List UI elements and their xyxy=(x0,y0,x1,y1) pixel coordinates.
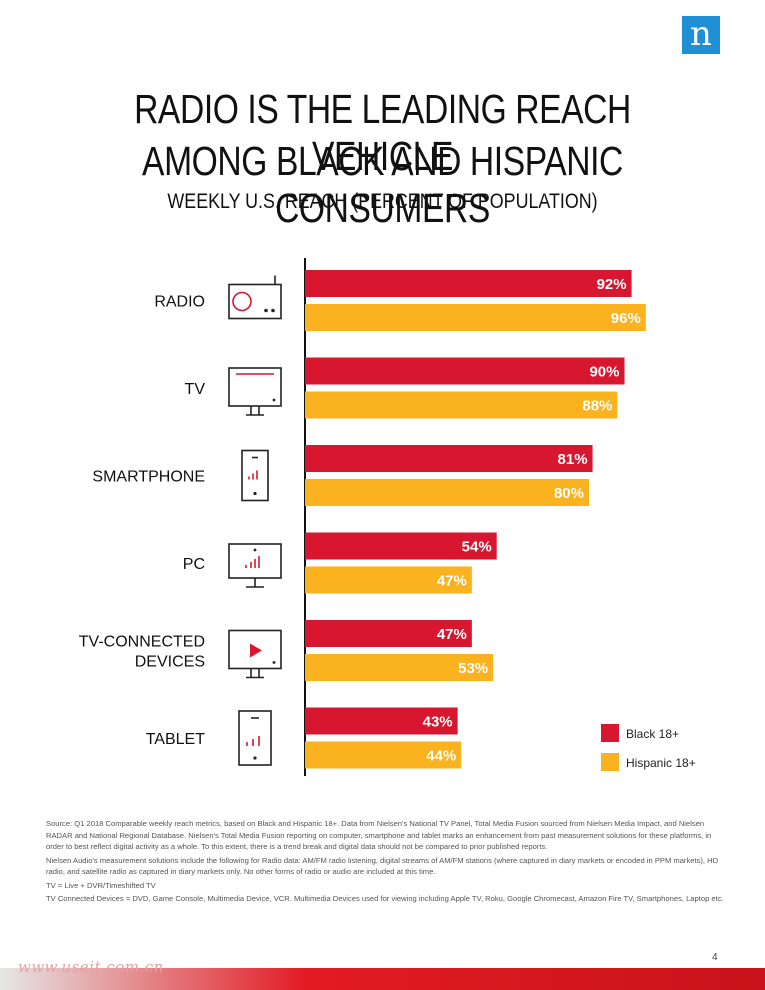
bar-radio-black xyxy=(305,270,632,297)
smartphone-icon xyxy=(241,449,269,502)
bar-smartphone-black xyxy=(305,445,593,472)
category-label-tv-connected-devices-2: DEVICES xyxy=(135,654,205,671)
bar-tv-black xyxy=(305,357,625,385)
category-label-tablet: TABLET xyxy=(146,731,206,748)
bar-tablet-hispanic xyxy=(305,741,462,769)
legend-label-hispanic: Hispanic 18+ xyxy=(626,756,696,770)
bar-tv-hispanic xyxy=(305,391,618,419)
bar-value-radio-hispanic: 96% xyxy=(611,310,641,327)
note-radio-measurement: Nielsen Audio's measurement solutions in… xyxy=(46,855,719,877)
note-source: Source: Q1 2018 Comparable weekly reach … xyxy=(46,819,712,851)
bar-smartphone-hispanic xyxy=(305,479,589,506)
bar-value-smartphone-hispanic: 80% xyxy=(554,485,584,502)
category-label-pc: PC xyxy=(183,556,205,573)
bar-value-tv-connected-devices-black: 47% xyxy=(437,626,467,643)
watermark: www.useit.com.cn xyxy=(18,958,164,976)
radio-icon xyxy=(228,275,282,320)
tv-icon xyxy=(228,367,282,416)
page-title-line-2: AMONG BLACK AND HISPANIC CONSUMERS xyxy=(142,138,623,231)
tablet-icon xyxy=(238,710,272,766)
bar-value-tv-hispanic: 88% xyxy=(582,398,612,415)
bar-value-tablet-hispanic: 44% xyxy=(426,748,456,765)
bar-value-pc-hispanic: 47% xyxy=(437,573,467,590)
bar-tv-connected-devices-hispanic xyxy=(305,654,494,681)
note-tv-definition: TV = Live + DVR/Timeshifted TV xyxy=(46,880,156,890)
bar-tablet-black xyxy=(305,707,458,735)
note-tv-connected-devices: TV Connected Devices = DVD, Game Console… xyxy=(46,894,724,903)
bar-pc-black xyxy=(305,532,497,560)
bar-pc-hispanic xyxy=(305,566,472,594)
bar-value-pc-black: 54% xyxy=(462,539,492,556)
nielsen-logo: n xyxy=(682,16,720,54)
page-number: 4 xyxy=(712,952,718,963)
legend-swatch-black xyxy=(601,724,619,742)
legend-swatch-hispanic xyxy=(601,753,619,771)
source-notes: Source: Q1 2018 Comparable weekly reach … xyxy=(46,818,726,907)
bar-value-tv-black: 90% xyxy=(589,364,619,381)
category-label-smartphone: SMARTPHONE xyxy=(92,469,205,486)
bar-value-tv-connected-devices-hispanic: 53% xyxy=(458,660,488,677)
bar-radio-hispanic xyxy=(305,304,646,331)
bar-value-radio-black: 92% xyxy=(597,276,627,293)
bar-value-tablet-black: 43% xyxy=(423,714,453,731)
page-title-line-1: RADIO IS THE LEADING REACH VEHICLE xyxy=(134,86,631,179)
reach-bar-chart: RADIO 92% 96% TV 90% 88% SMARTPHONE 81% 80% PC 54%… xyxy=(79,258,646,776)
tv-connected-device-icon xyxy=(228,629,282,679)
category-label-tv: TV xyxy=(185,381,206,398)
bar-value-smartphone-black: 81% xyxy=(558,451,588,468)
category-label-radio: RADIO xyxy=(154,294,205,311)
category-label-tv-connected-devices-1: TV-CONNECTED xyxy=(79,634,205,651)
chart-subtitle: WEEKLY U.S. REACH (PERCENT OF POPULATION… xyxy=(167,190,598,213)
bar-tv-connected-devices-black xyxy=(305,620,472,647)
footer-band xyxy=(0,968,765,990)
pc-icon xyxy=(228,543,282,588)
legend-label-black: Black 18+ xyxy=(626,727,680,741)
